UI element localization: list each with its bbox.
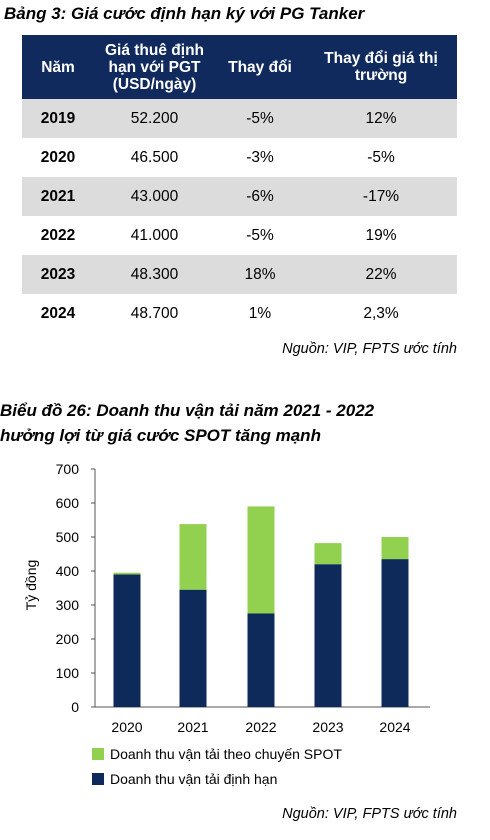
y-tick-label: 400	[56, 563, 80, 579]
cell-market-change: -17%	[362, 187, 400, 205]
table-row: 2021 43.000 -6% -17%	[22, 177, 457, 216]
y-tick-label: 0	[71, 699, 79, 715]
x-tick-label: 2024	[379, 719, 410, 735]
cell-rate: 43.000	[130, 187, 179, 205]
x-axis: 2020 2021 2022 2023 2024	[95, 706, 430, 735]
table-row: 2020 46.500 -3% -5%	[22, 138, 457, 177]
table-row: 2023 48.300 18% 22%	[22, 255, 457, 294]
bar-fixed-2020	[113, 574, 141, 707]
bar-fixed-2024	[381, 559, 409, 707]
legend-item-fixed: Doanh thu vận tải định hạn	[92, 771, 277, 787]
table-row: 2024 48.700 1% 2,3%	[22, 294, 457, 333]
bar-spot-2022	[247, 506, 275, 614]
cell-change: 18%	[244, 265, 276, 283]
cell-rate: 52.200	[130, 109, 179, 127]
y-tick-label: 200	[56, 631, 80, 647]
bar-series	[113, 506, 409, 707]
cell-change: -5%	[246, 226, 274, 244]
cell-market-change: -5%	[367, 148, 395, 166]
legend-item-spot: Doanh thu vận tải theo chuyến SPOT	[92, 746, 342, 762]
freight-rate-table: Năm Giá thuê định hạn với PGT (USD/ngày)…	[22, 35, 457, 333]
y-tick-label: 600	[56, 495, 80, 511]
legend-swatch-spot	[92, 748, 104, 760]
table-title: Bảng 3: Giá cước định hạn ký với PG Tank…	[4, 4, 365, 23]
cell-year: 2022	[40, 226, 76, 244]
cell-rate: 41.000	[130, 226, 179, 244]
bar-spot-2024	[381, 537, 409, 560]
x-tick-label: 2020	[111, 719, 142, 735]
y-axis-label: Tỷ đồng	[23, 560, 39, 611]
x-tick-label: 2022	[245, 719, 276, 735]
cell-change: -5%	[246, 109, 274, 127]
y-axis: 0 100 200 300 400 500 600 700	[56, 461, 96, 715]
cell-market-change: 2,3%	[363, 304, 399, 322]
cell-year: 2023	[40, 265, 76, 283]
cell-year: 2020	[40, 148, 76, 166]
header-change: Thay đổi	[228, 58, 292, 76]
cell-rate: 46.500	[130, 148, 179, 166]
bar-spot-2021	[179, 524, 207, 590]
legend-swatch-fixed	[92, 773, 104, 785]
cell-market-change: 19%	[365, 226, 397, 244]
bar-fixed-2023	[314, 564, 342, 707]
table-row: 2022 41.000 -5% 19%	[22, 216, 457, 255]
x-tick-label: 2023	[312, 719, 343, 735]
table-row: 2019 52.200 -5% 12%	[22, 99, 457, 138]
chart-title-line-1: Biểu đồ 26: Doanh thu vận tải năm 2021 -…	[0, 401, 375, 420]
bar-spot-2020	[113, 572, 141, 575]
x-tick-label: 2021	[177, 719, 208, 735]
cell-market-change: 22%	[365, 265, 397, 283]
table-header-row: Năm Giá thuê định hạn với PGT (USD/ngày)…	[22, 35, 457, 99]
cell-change: -3%	[246, 148, 274, 166]
y-tick-label: 700	[56, 461, 80, 477]
header-year: Năm	[41, 58, 75, 76]
legend-label-fixed: Doanh thu vận tải định hạn	[110, 771, 278, 787]
cell-year: 2024	[40, 304, 76, 322]
chart-title-line-2: hưởng lợi từ giá cước SPOT tăng mạnh	[0, 426, 321, 445]
legend-label-spot: Doanh thu vận tải theo chuyến SPOT	[110, 746, 342, 762]
cell-change: -6%	[246, 187, 274, 205]
y-tick-label: 100	[56, 665, 80, 681]
cell-rate: 48.300	[130, 265, 179, 283]
chart-source-note: Nguồn: VIP, FPTS ước tính	[282, 806, 457, 822]
cell-market-change: 12%	[365, 109, 397, 127]
table-source-note: Nguồn: VIP, FPTS ước tính	[282, 341, 457, 357]
cell-year: 2019	[40, 109, 76, 127]
bar-fixed-2021	[179, 589, 207, 707]
y-tick-label: 300	[56, 597, 80, 613]
bar-spot-2023	[314, 543, 342, 565]
bar-fixed-2022	[247, 613, 275, 707]
header-market-change: Thay đổi giá thị trường	[324, 50, 438, 84]
cell-year: 2021	[40, 187, 76, 205]
y-tick-label: 500	[56, 529, 80, 545]
cell-change: 1%	[248, 304, 272, 322]
cell-rate: 48.700	[130, 304, 179, 322]
header-charter-rate: Giá thuê định hạn với PGT (USD/ngày)	[104, 41, 205, 93]
